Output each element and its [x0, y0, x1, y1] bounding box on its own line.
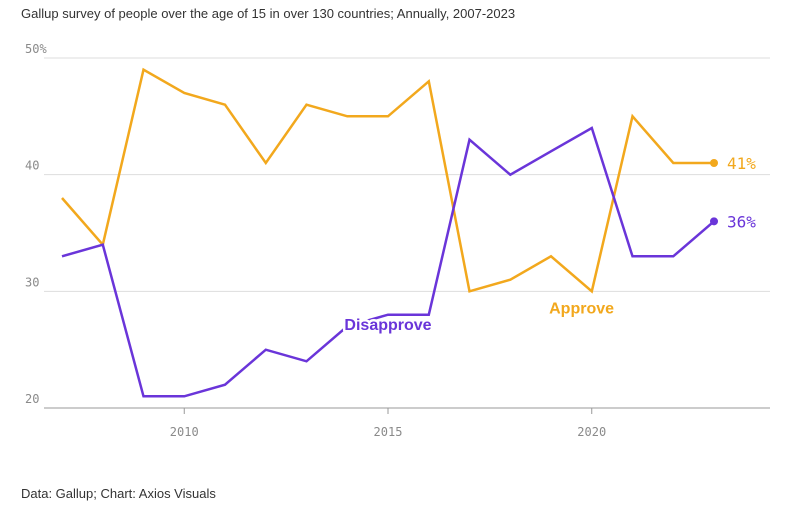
y-tick-label: 30: [25, 275, 39, 289]
x-tick-label: 2010: [170, 425, 199, 439]
chart-subtitle: Gallup survey of people over the age of …: [21, 6, 516, 21]
gridlines: [44, 57, 770, 409]
disapprove-series-label: Disapprove: [344, 317, 431, 334]
x-axis: 2010 2015 2020: [170, 408, 606, 439]
y-tick-label: 20: [25, 392, 39, 406]
disapprove-end-marker: [710, 217, 718, 226]
disapprove-end-label: 36%: [727, 212, 756, 231]
y-tick-label: 40: [25, 159, 39, 173]
disapprove-line: [61, 126, 715, 398]
y-tick-label: 50%: [25, 42, 47, 56]
x-tick-label: 2015: [374, 425, 403, 439]
disapprove-label-halo: Disapprove: [344, 317, 431, 334]
x-tick-label: 2020: [577, 425, 606, 439]
y-axis-ticks: 20 30 40 50%: [25, 42, 47, 406]
approve-line: [61, 67, 714, 294]
series-lines: [61, 67, 718, 398]
approve-series-label: Approve: [549, 301, 614, 318]
chart-source: Data: Gallup; Chart: Axios Visuals: [21, 486, 216, 501]
approve-end-marker: [710, 159, 718, 167]
approve-end-label: 41%: [727, 154, 756, 173]
